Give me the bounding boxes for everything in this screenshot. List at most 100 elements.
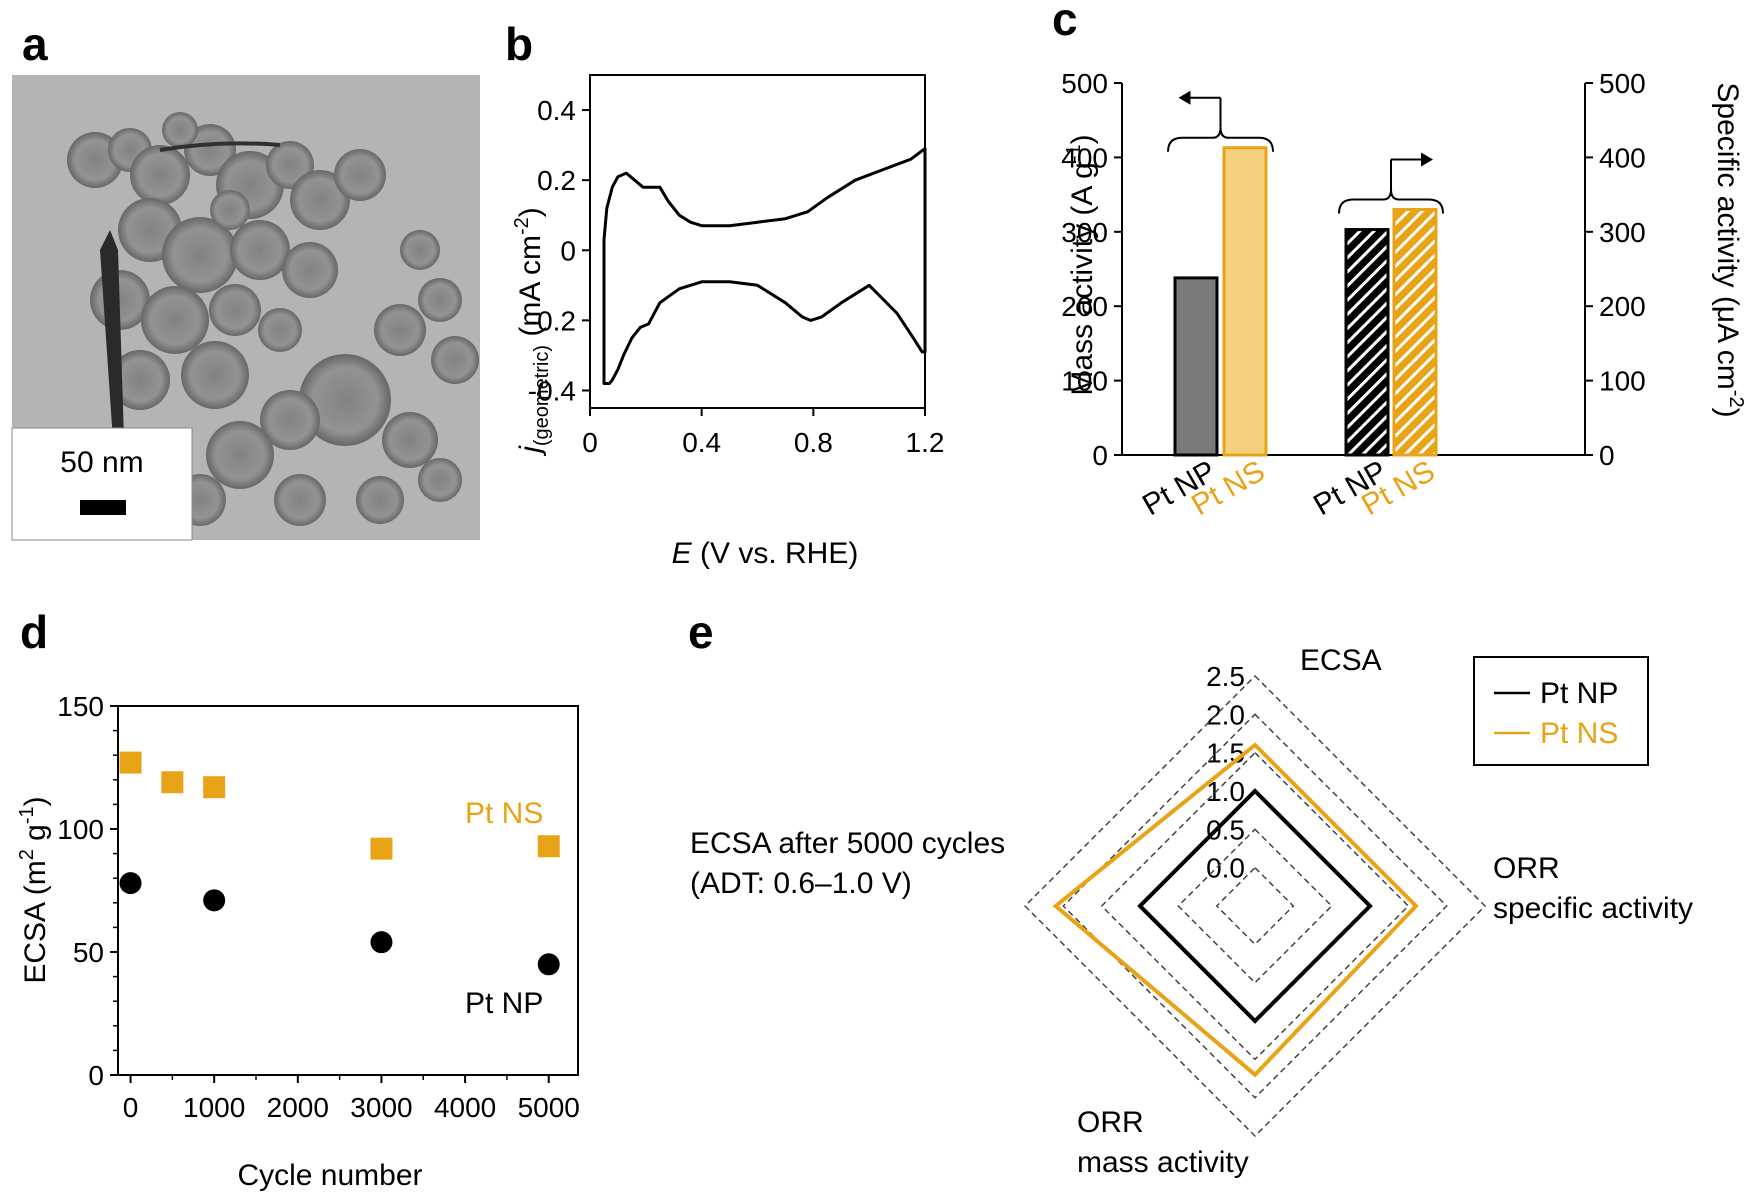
panel-c-ytick-label-left: 300 [1061, 217, 1108, 248]
radar-grid-ring [1023, 674, 1487, 1138]
panel-c-ylabel-right-sup: -2 [1725, 390, 1747, 408]
panel-d-label-ns: Pt NS [465, 797, 543, 830]
scale-bar-box [11, 427, 193, 541]
panel-a-letter: a [22, 18, 48, 70]
arrow-left-icon [1178, 90, 1191, 105]
tem-micrograph-image: 50 nm [11, 75, 480, 541]
panel-b-xtick-label: 0.8 [794, 427, 833, 458]
panel-d-ylabel-sup1: 2 [16, 849, 38, 860]
panel-e-axis-left-1: ECSA after 5000 cycles [690, 827, 1005, 860]
panel-b-xtick-label: 0 [582, 427, 598, 458]
radar-grid-ring [1100, 751, 1410, 1061]
radar-tick-label: 2.0 [1206, 699, 1245, 730]
panel-b-xtick-label: 1.2 [906, 427, 945, 458]
panel-e-legend: Pt NP Pt NS [1473, 656, 1649, 766]
panel-e-axis-top: ECSA [1300, 644, 1382, 677]
panel-c-ylabel-right-text: Specific activity (μA cm [1711, 82, 1744, 389]
panel-e-axis-left-2: (ADT: 0.6–1.0 V) [690, 867, 912, 900]
panel-b-ylabel-unit: (mA cm [514, 235, 547, 345]
point-pt-np [370, 931, 393, 954]
radar-series-pt-ns [1052, 742, 1419, 1078]
point-pt-np [537, 953, 560, 976]
scale-bar [80, 500, 126, 515]
panel-c-ylabel-left-text: Mass activity (A g [1066, 162, 1099, 395]
panel-d-xtick-label: 2000 [267, 1092, 329, 1123]
panel-c-ytick-label-left: 500 [1061, 68, 1108, 99]
bar-mass-pt-ns [1222, 146, 1268, 457]
panel-d-ytick-label: 50 [73, 937, 104, 968]
panel-b-ytick-label: 0.2 [537, 165, 576, 196]
panel-d-ytick-label: 100 [57, 814, 104, 845]
panel-c-ylabel-left-sup: -1 [1063, 144, 1085, 162]
point-pt-ns [537, 835, 560, 858]
arrow-right-icon [1421, 152, 1433, 167]
legend-label-np: Pt NP [1540, 677, 1618, 710]
radar-tick-label: 1.5 [1206, 738, 1245, 769]
point-pt-np [119, 872, 142, 895]
panel-c-ytick-label-left: 200 [1061, 291, 1108, 322]
panel-d-letter: d [20, 606, 48, 658]
panel-d-label-np: Pt NP [465, 987, 543, 1020]
panel-b-letter: b [505, 18, 533, 70]
panel-d-plot: 0 1000 2000 3000 4000 5000 0 50 100 150 [57, 691, 580, 1123]
point-pt-ns [119, 751, 142, 774]
panel-c-ytick-label-right: 300 [1599, 217, 1646, 248]
panel-d-xtick-label: 1000 [183, 1092, 245, 1123]
panel-c-ytick-label-right: 200 [1599, 291, 1646, 322]
panel-d-ylabel-text: ECSA (m [19, 860, 52, 983]
panel-d-frame [117, 705, 579, 1076]
point-pt-ns [203, 776, 226, 799]
panel-d-xtick-label: 3000 [350, 1092, 412, 1123]
panel-b-ylabel-close: ) [514, 207, 547, 217]
panel-c-ylabel-left-close: ) [1066, 134, 1099, 144]
panel-d-xtick-label: 0 [123, 1092, 139, 1123]
radar-grid-ring [1177, 828, 1333, 984]
point-pt-ns [161, 771, 184, 794]
panel-b-cv-curve [602, 147, 927, 385]
panel-b-ytick-label: 0.4 [537, 95, 576, 126]
radar-grid-ring [1062, 713, 1448, 1099]
panel-b-xtick-label: 0.4 [682, 427, 721, 458]
panel-b-xlabel-rest: (V vs. RHE) [692, 537, 859, 570]
panel-c-ytick-label-right: 400 [1599, 142, 1646, 173]
panel-c-ytick-label-left: 0 [1092, 440, 1108, 471]
panel-d-xtick-label: 4000 [434, 1092, 496, 1123]
panel-c-ylabel-right: Specific activity (μA cm-2) [1711, 82, 1747, 417]
scale-bar-label: 50 nm [60, 446, 143, 479]
radar-grid-ring [1215, 866, 1295, 946]
panel-e-letter: e [688, 606, 714, 658]
panel-b-ylabel-sub: (geometric) [531, 345, 553, 446]
panel-d-xtick-label: 5000 [518, 1092, 580, 1123]
panel-c-letter: c [1052, 0, 1078, 45]
bar-mass-pt-np [1173, 276, 1219, 457]
radar-tick-label: 2.5 [1206, 661, 1245, 692]
bar-specific-pt-ns [1392, 207, 1438, 457]
panel-c-ylabel-right-close: ) [1711, 408, 1744, 418]
panel-b-xlabel-italic: E [672, 537, 693, 570]
panel-c-ytick-label-left: 400 [1061, 142, 1108, 173]
panel-e-axis-right-2: specific activity [1493, 892, 1693, 925]
panel-d-xlabel: Cycle number [237, 1159, 422, 1192]
panel-c-ytick-label-right: 500 [1599, 68, 1646, 99]
panel-d-ytick-label: 150 [57, 691, 104, 722]
panel-c-ytick-label-right: 0 [1599, 440, 1615, 471]
panel-e-axis-bottom-2: mass activity [1077, 1146, 1249, 1179]
panel-d-ytick-label: 0 [88, 1060, 104, 1091]
panel-b-ytick-label: 0 [560, 235, 576, 266]
panel-b-ytick-label: -0.4 [528, 375, 576, 406]
point-pt-np [203, 889, 226, 912]
panel-c-ytick-label-right: 100 [1599, 366, 1646, 397]
panel-d-ylabel-close: ) [19, 796, 52, 806]
panel-e-plot: 0.00.51.01.52.02.5 [1023, 661, 1487, 1138]
panel-e-axis-right-1: ORR [1493, 852, 1560, 885]
radar-series-pt-np [1137, 788, 1373, 1024]
panel-b-plot: 0 0.4 0.8 1.2 -0.4 -0.2 0 0.2 0.4 [528, 74, 945, 458]
bar-specific-pt-np [1344, 228, 1390, 457]
panel-b-xlabel: E (V vs. RHE) [672, 537, 859, 570]
panel-d-ylabel-mid: g [19, 824, 52, 849]
radar-tick-label: 0.0 [1206, 853, 1245, 884]
panel-c-ytick-label-left: 100 [1061, 366, 1108, 397]
panel-d-ylabel: ECSA (m2 g-1) [16, 796, 52, 983]
